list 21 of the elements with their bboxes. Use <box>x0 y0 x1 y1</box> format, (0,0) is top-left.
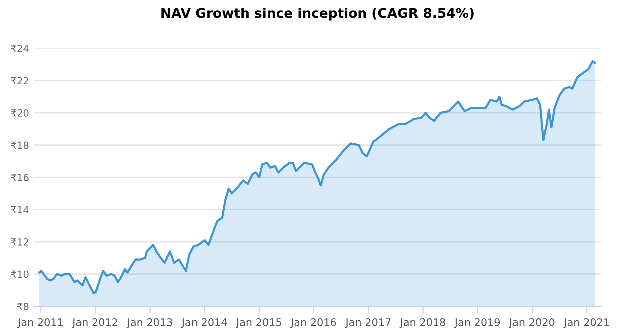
chart-title: NAV Growth since inception (CAGR 8.54%) <box>162 8 474 21</box>
x-tick-label: Jan 2018 <box>400 318 446 328</box>
y-tick-label: ₹16 <box>11 174 29 182</box>
x-tick-label: Jan 2021 <box>564 318 610 328</box>
x-tick-label: Jan 2013 <box>126 318 172 328</box>
x-tick-label: Jan 2011 <box>18 318 63 328</box>
y-tick-label: ₹20 <box>11 110 29 117</box>
y-tick-label: ₹24 <box>11 45 29 52</box>
x-tick-label: Jan 2014 <box>181 318 228 328</box>
y-tick-label: ₹10 <box>11 270 29 278</box>
x-tick-label: Jan 2019 <box>454 318 500 328</box>
x-tick-label: Jan 2020 <box>508 318 555 328</box>
y-tick-label: ₹12 <box>11 238 28 246</box>
x-tick-label: Jan 2017 <box>345 318 391 328</box>
y-tick-label: ₹14 <box>11 206 29 214</box>
y-tick-label: ₹22 <box>11 77 28 85</box>
y-tick-label: ₹18 <box>11 142 29 150</box>
x-tick-label: Jan 2016 <box>290 318 336 328</box>
y-tick-label: ₹8 <box>18 303 29 310</box>
x-tick-label: Jan 2015 <box>236 318 282 328</box>
x-tick-label: Jan 2012 <box>72 318 118 328</box>
